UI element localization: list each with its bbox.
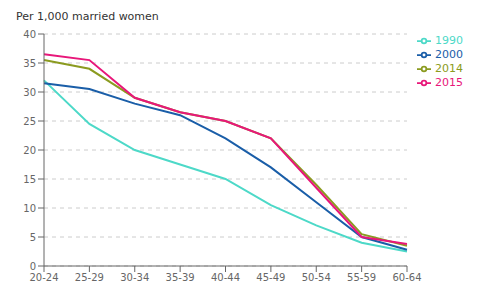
- svg-text:40-44: 40-44: [211, 272, 240, 283]
- svg-text:10: 10: [23, 203, 36, 214]
- svg-text:30-34: 30-34: [120, 272, 149, 283]
- svg-text:25: 25: [23, 116, 36, 127]
- svg-text:40: 40: [23, 29, 36, 40]
- svg-text:35: 35: [23, 58, 36, 69]
- svg-text:25-29: 25-29: [75, 272, 104, 283]
- html-text:2015: 2015: [435, 76, 463, 89]
- html-text:1990: 1990: [435, 34, 463, 47]
- svg-text:20: 20: [23, 145, 36, 156]
- svg-text:20-24: 20-24: [29, 272, 58, 283]
- svg-text:15: 15: [23, 174, 36, 185]
- svg-text:55-59: 55-59: [347, 272, 376, 283]
- svg-text:35-39: 35-39: [166, 272, 195, 283]
- svg-text:50-54: 50-54: [302, 272, 331, 283]
- html-text:2014: 2014: [435, 62, 463, 75]
- svg-text:60-64: 60-64: [392, 272, 421, 283]
- html-text:Per 1,000 married women: Per 1,000 married women: [16, 10, 159, 23]
- html-text:2000: 2000: [435, 48, 463, 61]
- svg-text:0: 0: [30, 261, 36, 272]
- svg-text:5: 5: [30, 232, 36, 243]
- svg-text:30: 30: [23, 87, 36, 98]
- svg-text:45-49: 45-49: [256, 272, 285, 283]
